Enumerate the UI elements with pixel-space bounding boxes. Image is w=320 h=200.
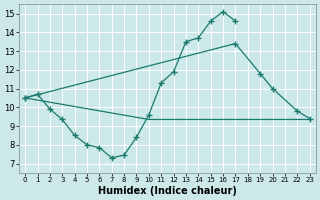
X-axis label: Humidex (Indice chaleur): Humidex (Indice chaleur) — [98, 186, 237, 196]
